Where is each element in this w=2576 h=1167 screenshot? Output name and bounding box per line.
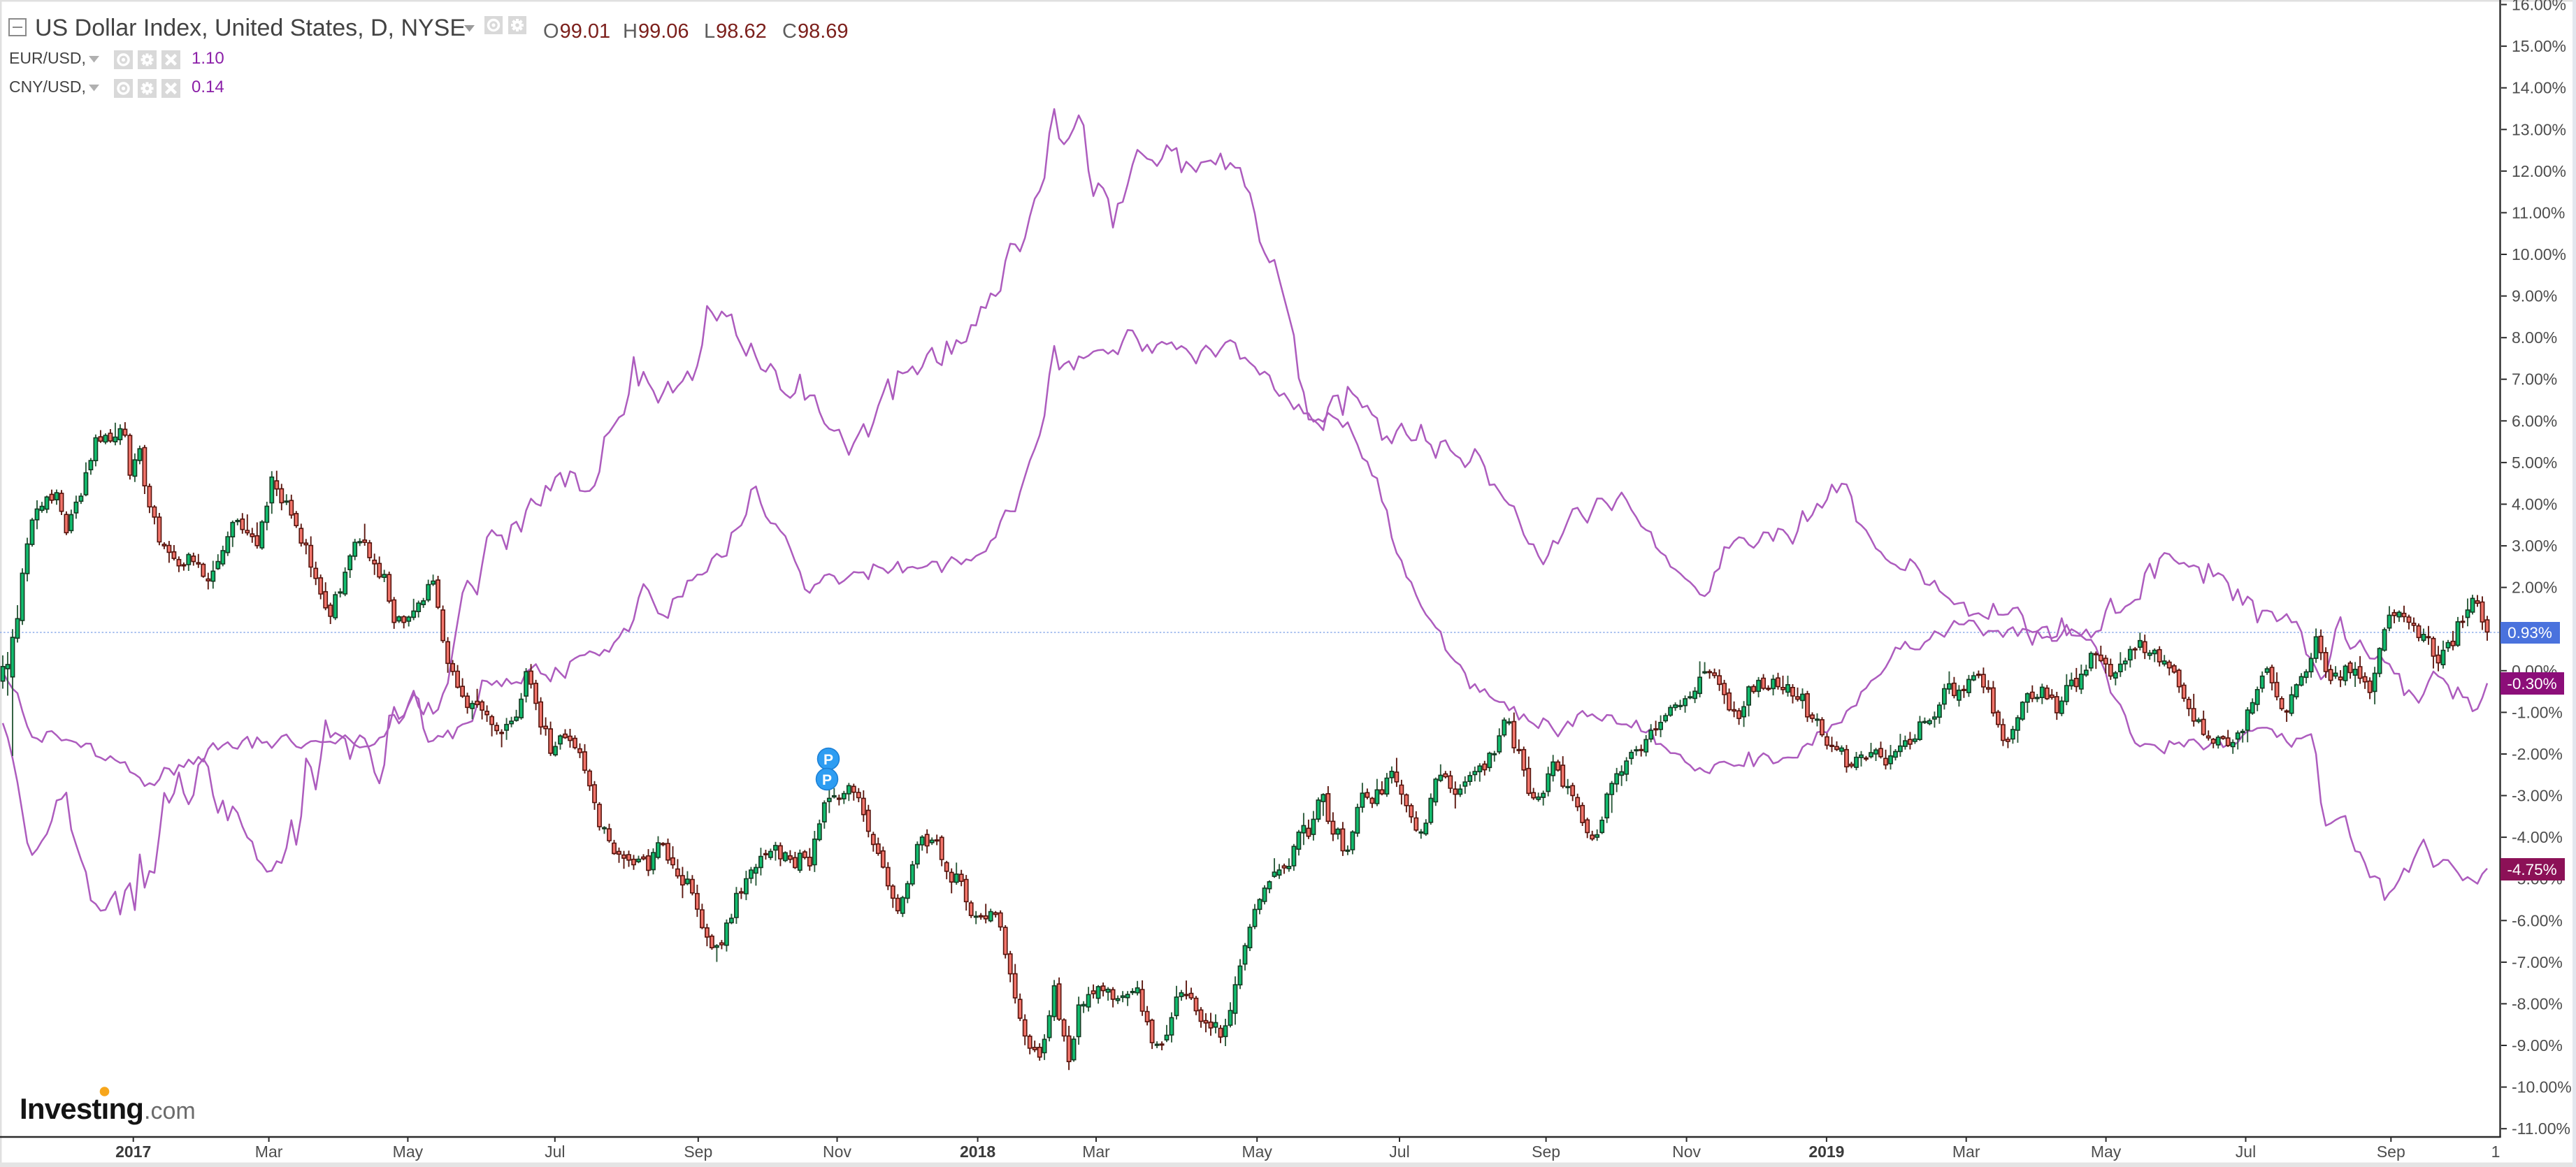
svg-text:P: P (823, 752, 833, 768)
svg-text:-2.00%: -2.00% (2512, 745, 2563, 763)
svg-text:-4.75%: -4.75% (2507, 861, 2556, 878)
svg-text:-4.00%: -4.00% (2512, 828, 2563, 846)
svg-text:2018: 2018 (960, 1143, 995, 1161)
svg-text:7.00%: 7.00% (2512, 370, 2557, 389)
svg-text:4.00%: 4.00% (2512, 495, 2557, 514)
svg-text:0.93%: 0.93% (2507, 624, 2552, 642)
svg-text:2017: 2017 (115, 1143, 151, 1161)
svg-text:Nov: Nov (1672, 1143, 1701, 1161)
svg-text:9.00%: 9.00% (2512, 287, 2557, 305)
svg-text:-10.00%: -10.00% (2512, 1078, 2572, 1096)
svg-text:-7.00%: -7.00% (2512, 953, 2563, 971)
svg-text:.com: .com (144, 1098, 196, 1124)
svg-text:-8.00%: -8.00% (2512, 994, 2563, 1013)
svg-text:1: 1 (2491, 1143, 2501, 1161)
svg-text:Nov: Nov (823, 1143, 851, 1161)
svg-text:P: P (822, 772, 832, 788)
svg-text:12.00%: 12.00% (2512, 162, 2566, 180)
svg-text:C98.69: C98.69 (782, 20, 849, 43)
svg-text:8.00%: 8.00% (2512, 328, 2557, 347)
svg-text:-9.00%: -9.00% (2512, 1036, 2563, 1054)
svg-text:Mar: Mar (255, 1143, 283, 1161)
svg-text:Jul: Jul (1389, 1143, 1409, 1161)
svg-text:Mar: Mar (1952, 1143, 1980, 1161)
svg-text:6.00%: 6.00% (2512, 412, 2557, 430)
svg-text:EUR/USD,: EUR/USD, (9, 49, 86, 67)
svg-text:1.10: 1.10 (192, 49, 224, 68)
svg-text:Sep: Sep (1532, 1143, 1560, 1161)
svg-text:3.00%: 3.00% (2512, 537, 2557, 555)
svg-text:16.00%: 16.00% (2512, 0, 2566, 14)
svg-text:O99.01: O99.01 (543, 20, 610, 43)
svg-text:13.00%: 13.00% (2512, 120, 2566, 138)
svg-text:US Dollar Index, United States: US Dollar Index, United States, D, NYSE (35, 15, 466, 41)
svg-text:Sep: Sep (684, 1143, 712, 1161)
svg-text:14.00%: 14.00% (2512, 79, 2566, 97)
svg-text:May: May (2091, 1143, 2122, 1161)
svg-text:0.14: 0.14 (192, 78, 224, 96)
svg-text:-3.00%: -3.00% (2512, 787, 2563, 805)
svg-text:Mar: Mar (1082, 1143, 1110, 1161)
svg-text:May: May (1242, 1143, 1272, 1161)
svg-text:2.00%: 2.00% (2512, 579, 2557, 597)
svg-text:-0.30%: -0.30% (2507, 675, 2556, 693)
svg-text:-11.00%: -11.00% (2512, 1119, 2570, 1138)
svg-text:-1.00%: -1.00% (2512, 703, 2563, 721)
svg-text:L98.62: L98.62 (704, 20, 767, 43)
svg-text:H99.06: H99.06 (623, 20, 689, 43)
svg-text:5.00%: 5.00% (2512, 454, 2557, 472)
svg-text:Sep: Sep (2377, 1143, 2405, 1161)
svg-text:CNY/USD,: CNY/USD, (9, 78, 86, 96)
svg-text:May: May (393, 1143, 424, 1161)
svg-text:15.00%: 15.00% (2512, 37, 2566, 55)
svg-text:10.00%: 10.00% (2512, 245, 2566, 263)
svg-text:-6.00%: -6.00% (2512, 911, 2563, 929)
svg-text:Jul: Jul (545, 1143, 565, 1161)
svg-text:11.00%: 11.00% (2512, 203, 2565, 222)
svg-text:Jul: Jul (2236, 1143, 2256, 1161)
svg-text:Investing: Investing (20, 1092, 143, 1125)
svg-text:2019: 2019 (1808, 1143, 1844, 1161)
